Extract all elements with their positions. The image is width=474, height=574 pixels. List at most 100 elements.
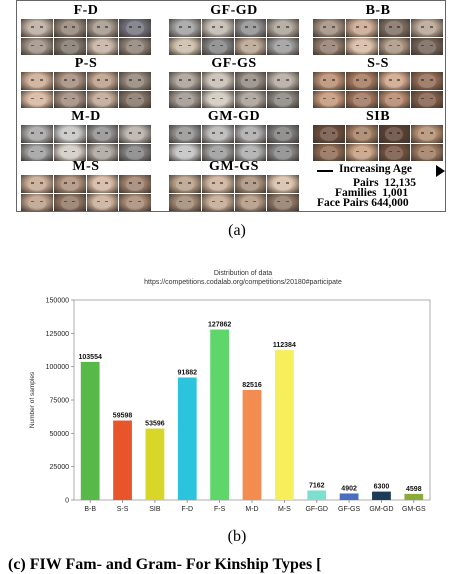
face-thumbnail [345,72,378,90]
face-thumbnail [201,37,234,55]
face-thumbnail [411,125,443,143]
bar-value-label: 112384 [273,342,296,349]
x-tick-label: SIB [149,506,161,513]
face-thumbnail [267,143,299,161]
arrow-right-icon [436,165,445,177]
face-thumbnail [119,90,151,108]
face-thumbnail [169,72,201,90]
face-thumbnail [378,19,411,37]
face-thumbnail [234,90,267,108]
bar-s-s [113,420,132,500]
face-thumbnail [234,193,267,211]
pairs-row: Pairs 12,135 [353,177,445,189]
face-thumbnail [86,37,119,55]
face-group-label: M-S [72,159,100,174]
face-thumbnail [313,143,345,161]
face-thumbnail [201,125,234,143]
x-tick-label: S-S [117,506,129,513]
face-thumbnail [53,19,86,37]
face-group-label: F-D [73,3,99,18]
face-thumbnail [411,90,443,108]
face-group-label: M-D [71,109,101,124]
families-row: Families 1,001 [335,187,445,199]
face-group-ss: S-S [313,56,443,108]
face-group-gfgd: GF-GD [169,3,299,55]
face-group-md: M-D [21,109,151,161]
face-thumbnail [378,125,411,143]
x-tick-label: GF-GS [338,506,360,513]
face-thumbnail [201,72,234,90]
face-thumbnail [86,72,119,90]
face-thumbnail [169,125,201,143]
increasing-age-label: Increasing Age [339,163,412,175]
bar-gf-gd [307,490,327,500]
face-thumbnail [345,37,378,55]
y-tick-label: 75000 [50,398,70,405]
face-thumbnail [234,19,267,37]
face-thumbnail [411,72,443,90]
face-thumbnail [86,193,119,211]
face-thumbnail [411,19,443,37]
face-thumbnail [53,90,86,108]
y-tick-label: 50000 [50,431,70,438]
face-thumbnail [201,90,234,108]
bar-value-label: 59598 [113,413,133,420]
dataset-stats: Increasing Age Pairs 12,135 Families 1,001… [313,163,445,211]
face-thumbnail [267,90,299,108]
x-tick-label: M-S [278,506,291,513]
face-thumbnail [234,37,267,55]
face-thumbnail [234,72,267,90]
x-tick-label: F-S [214,506,226,513]
face-group-ps: P-S [21,56,151,108]
face-thumbnail [201,143,234,161]
face-group-label: GM-GS [209,159,259,174]
face-thumbnail [234,125,267,143]
face-thumbnail [169,19,201,37]
face-thumbnail [313,37,345,55]
bar-chart: Distribution of data https://competition… [22,268,464,522]
face-thumbnail [21,193,53,211]
chart-svg: 0 25000 50000 75000 100000 125000 150000 Number… [29,298,431,513]
x-tick-label: B-B [84,506,96,513]
face-thumbnail [267,175,299,193]
increasing-age-row: Increasing Age [313,163,445,177]
face-group-ms: M-S [21,159,151,211]
face-thumbnail [201,193,234,211]
face-pairs-row: Face Pairs 644,000 [317,197,445,209]
bar-value-label: 7162 [309,482,325,489]
face-thumbnail [313,19,345,37]
face-group-label: B-B [365,3,391,18]
face-group-label: SIB [365,109,391,124]
bar-m-s [274,350,294,500]
face-thumbnail [21,175,53,193]
families-value: 1,001 [382,187,409,199]
pairs-label: Pairs [353,177,379,189]
bar-value-label: 91882 [178,369,198,376]
face-thumbnail [201,19,234,37]
face-thumbnail [169,143,201,161]
y-axis-label: Number of samples [29,371,36,428]
face-thumbnail [169,193,201,211]
face-thumbnail [86,175,119,193]
bar-value-label: 53596 [145,421,165,428]
face-thumbnail [267,72,299,90]
bar-b-b [80,361,100,500]
chart-title: Distribution of data [213,270,273,277]
face-thumbnail [119,125,151,143]
face-thumbnail [345,125,378,143]
face-grid-panel: F-D GF-GD B-B P-S GF-GS S-S M-D GM-GD SIB M-S GM-G… [16,0,446,212]
face-thumbnail [119,175,151,193]
face-thumbnail [119,143,151,161]
bar-gf-gs [339,493,359,500]
bar-f-d [177,377,197,500]
face-thumbnail [21,143,53,161]
arrow-line-icon [317,170,333,172]
bar-value-label: 4902 [341,485,357,492]
y-tick-label: 0 [65,498,69,505]
face-thumbnail [21,90,53,108]
face-thumbnail [169,37,201,55]
caption-b: (b) [227,528,247,545]
face-thumbnail [86,125,119,143]
x-tick-label: GF-GD [305,506,328,513]
bar-value-label: 127862 [208,322,231,329]
